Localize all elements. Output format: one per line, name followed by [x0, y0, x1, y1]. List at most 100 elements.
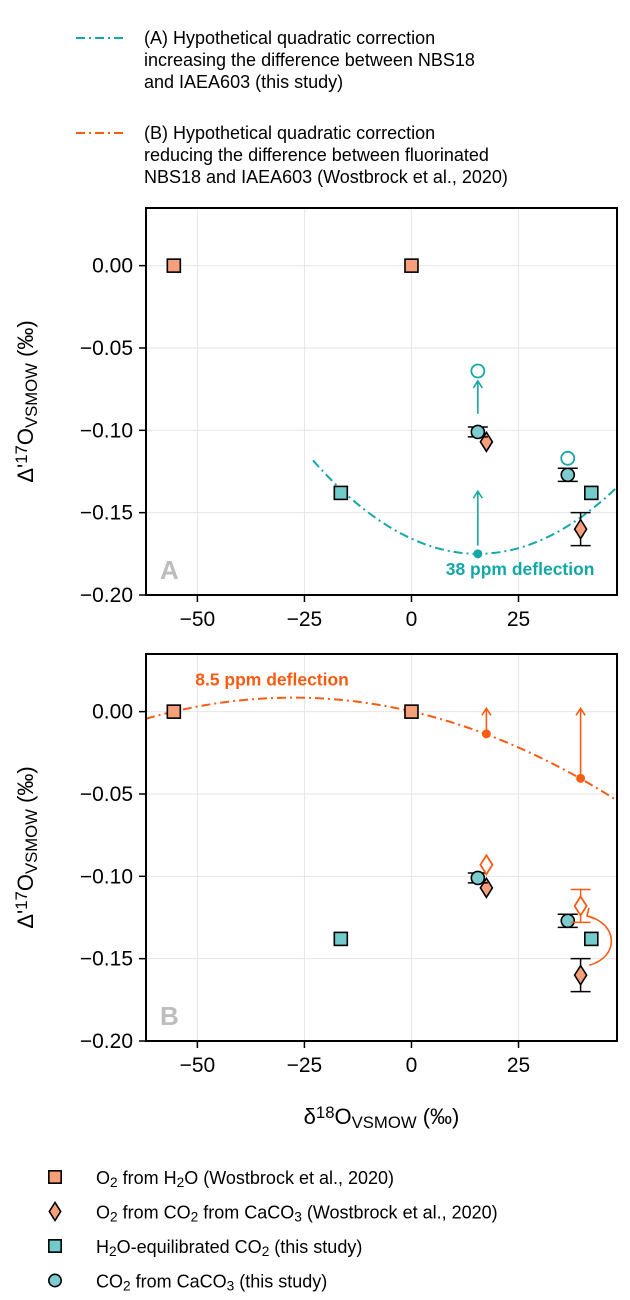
- legend-label-part: 2: [110, 1210, 118, 1225]
- correction-curve: [146, 696, 617, 802]
- legend-label: O2 from CO2 from CaCO3 (Wostbrock et al.…: [96, 1203, 498, 1225]
- data-point-circle: [470, 870, 486, 886]
- legend-marker-diamond: [48, 1200, 62, 1223]
- legend-text-b: reducing the difference between fluorina…: [144, 145, 489, 165]
- bottom-legend: O2 from H2O (Wostbrock et al., 2020)O2 f…: [48, 1168, 498, 1294]
- legend-label-part: O (Wostbrock et al., 2020): [184, 1168, 394, 1188]
- legend-label: O2 from H2O (Wostbrock et al., 2020): [96, 1168, 394, 1190]
- data-point-circle: [560, 913, 576, 929]
- x-tick-label: −25: [287, 1054, 323, 1077]
- data-point-square: [584, 485, 599, 501]
- arrow-head: [472, 379, 484, 389]
- legend-marker-circle: [48, 1273, 62, 1288]
- data-point-diamond: [573, 964, 588, 987]
- plot-frame: [145, 653, 618, 1042]
- x-tick-label: −50: [180, 608, 216, 631]
- legend-marker-square: [48, 1239, 62, 1253]
- legend-label-part: CO: [96, 1272, 123, 1292]
- plot-frame: [145, 207, 618, 596]
- data-point-square: [166, 704, 182, 719]
- arrow-head: [586, 907, 596, 920]
- panel-letter: A: [160, 555, 179, 585]
- legend-label-part: 3: [227, 1279, 235, 1294]
- legend-text-a: (A) Hypothetical quadratic correction: [144, 28, 435, 48]
- x-tick-label: 0: [406, 1054, 418, 1077]
- x-tick-label: 0: [406, 608, 418, 631]
- arrow-head: [575, 706, 586, 716]
- legend-label-part: 2: [262, 1244, 270, 1259]
- panel-letter: B: [160, 1001, 179, 1031]
- legend-label-part: 2: [110, 1175, 118, 1190]
- y-tick-label: −0.10: [80, 865, 133, 888]
- arrow-head: [472, 489, 484, 499]
- y-axis-label-part: VSMOW: [22, 363, 41, 428]
- arrow-head: [481, 706, 492, 716]
- y-axis-label-part: VSMOW: [22, 809, 41, 874]
- legend-label-part: 2: [177, 1175, 185, 1190]
- legend-text-b: (B) Hypothetical quadratic correction: [144, 123, 435, 143]
- plot-area: [166, 258, 617, 559]
- y-tick-label: 0.00: [92, 701, 133, 724]
- curved-arrow: [586, 915, 613, 967]
- plot-area: [146, 696, 617, 993]
- data-point-circle: [470, 424, 486, 440]
- y-tick-label: −0.10: [80, 419, 133, 442]
- x-axis-label-part: O: [335, 1104, 352, 1129]
- y-tick-label: −0.15: [80, 502, 133, 525]
- corrected-point-diamond: [479, 853, 494, 876]
- deflection-label: 8.5 ppm deflection: [195, 669, 349, 689]
- data-point-square: [166, 258, 182, 273]
- x-axis-label-part: δ: [304, 1104, 316, 1129]
- y-axis-label-part: (‰): [13, 320, 38, 363]
- data-point-diamond: [573, 518, 588, 541]
- x-tick-label: 25: [507, 1054, 530, 1077]
- x-axis-label-part: VSMOW: [352, 1113, 417, 1132]
- legend-label-part: from CaCO: [131, 1272, 227, 1292]
- x-axis-label: δ18OVSMOW (‰): [304, 1103, 460, 1132]
- legend-label-part: from CO: [118, 1203, 191, 1223]
- legend-label-part: (this study): [269, 1237, 362, 1257]
- legend-label-part: 2: [123, 1279, 131, 1294]
- legend-label-part: O-equilibrated CO: [117, 1237, 262, 1257]
- y-axis-label-part: 17: [12, 445, 31, 464]
- deflection-label: 38 ppm deflection: [446, 559, 595, 579]
- legend-label-part: O: [96, 1203, 110, 1223]
- top-legend: (A) Hypothetical quadratic correctioninc…: [76, 28, 508, 187]
- curve-point: [576, 773, 586, 783]
- legend-label-part: from H: [118, 1168, 177, 1188]
- corrected-point-circle: [470, 363, 486, 379]
- data-point-square: [584, 931, 599, 947]
- x-axis-label-part: (‰): [417, 1104, 460, 1129]
- legend-label-part: (Wostbrock et al., 2020): [302, 1203, 498, 1223]
- legend-marker-square: [48, 1170, 62, 1184]
- legend-text-a: and IAEA603 (this study): [144, 72, 343, 92]
- y-axis-label-part: O: [13, 874, 38, 891]
- y-tick-label: −0.20: [80, 1030, 133, 1053]
- legend-label-part: 2: [191, 1210, 199, 1225]
- data-point-square: [404, 258, 419, 273]
- legend-label: CO2 from CaCO3 (this study): [96, 1272, 327, 1294]
- panel-a: 38 ppm deflection A−50 −25 0 25 0.00 −0.05 −0.1…: [12, 207, 618, 631]
- y-tick-label: −0.05: [80, 783, 133, 806]
- y-tick-label: −0.05: [80, 337, 133, 360]
- legend-label-part: (this study): [234, 1272, 327, 1292]
- y-axis-label: Δ'17OVSMOW (‰): [12, 320, 41, 482]
- legend-label-part: from CaCO: [198, 1203, 294, 1223]
- y-axis-label-part: (‰): [13, 766, 38, 809]
- curve-point: [473, 549, 483, 559]
- x-tick-label: −50: [180, 1054, 216, 1077]
- legend-label-part: 2: [109, 1244, 117, 1259]
- x-tick-label: 25: [507, 608, 530, 631]
- data-point-circle: [560, 467, 576, 483]
- legend-label-part: H: [96, 1237, 109, 1257]
- corrected-point-diamond: [573, 894, 588, 918]
- legend-label: H2O-equilibrated CO2 (this study): [96, 1237, 362, 1259]
- y-axis-label-part: Δ': [13, 910, 38, 929]
- corrected-point-circle: [560, 450, 576, 466]
- y-tick-label: 0.00: [92, 255, 133, 278]
- curve-point: [481, 729, 491, 739]
- y-tick-label: −0.15: [80, 948, 133, 971]
- legend-label-part: O: [96, 1168, 110, 1188]
- x-axis-label-part: 18: [316, 1103, 335, 1122]
